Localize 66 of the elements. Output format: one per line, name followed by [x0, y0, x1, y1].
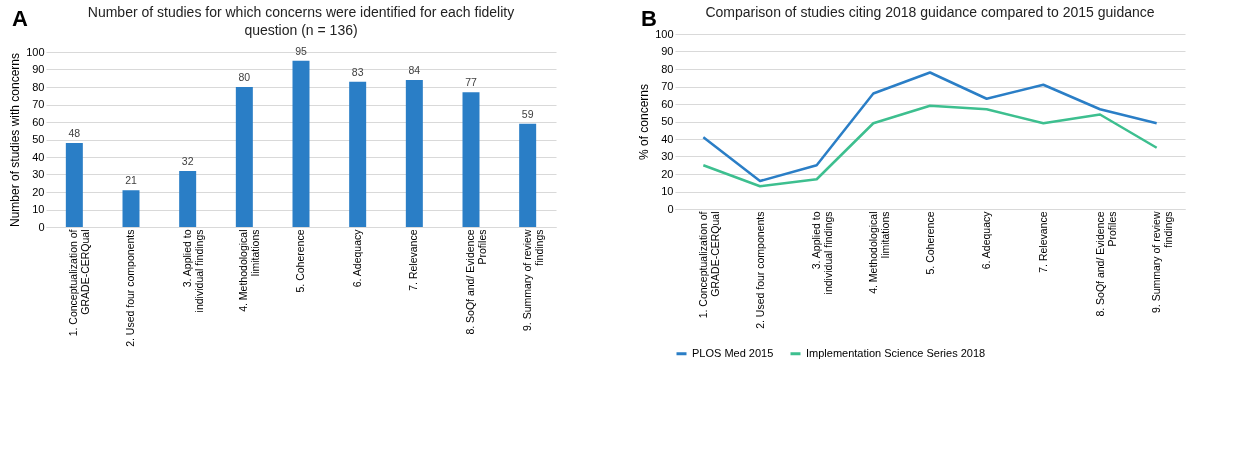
y-tick-label: 80	[32, 80, 45, 93]
y-tick-label: 0	[38, 220, 45, 233]
y-tick-label: 10	[32, 203, 45, 215]
data-label: 84	[408, 64, 421, 76]
y-axis-title: Number of studies with concerns	[8, 52, 23, 228]
y-tick-label: 50	[32, 133, 45, 145]
y-tick-label: 60	[661, 97, 674, 110]
text: A	[12, 6, 28, 32]
data-label: 95	[295, 44, 307, 57]
chart-title: Comparison of studies citing 2018 guidance compared to 2015 guidance	[705, 4, 1155, 20]
y-tick-label: 40	[661, 132, 674, 145]
y-tick-label: 0	[667, 202, 674, 215]
x-tick-label: 8. SoQf and/ Evidence Profiles	[464, 229, 488, 335]
data-label: 32	[181, 155, 194, 167]
bar	[405, 80, 423, 227]
y-tick-label: 70	[661, 80, 674, 92]
y-tick-label: 30	[661, 150, 674, 162]
data-label: 59	[521, 107, 534, 120]
y-tick-label: 90	[661, 45, 674, 57]
bar	[235, 87, 253, 227]
x-tick-label: 3. Applied to individual findings	[180, 229, 205, 313]
x-tick-label: 6. Adequacy	[350, 228, 363, 288]
y-tick-label: 20	[661, 167, 674, 180]
legend-label: PLOS Med 2015	[692, 346, 774, 359]
y-tick-label: 20	[32, 185, 45, 198]
x-tick-label: 9. Summary of review findings	[1150, 211, 1175, 314]
x-tick-label: 5. Coherence	[294, 229, 306, 293]
y-tick-label: 80	[661, 62, 674, 75]
x-tick-label: 2. Used four components	[124, 229, 136, 347]
bar	[349, 81, 367, 227]
y-tick-label: 40	[32, 150, 45, 163]
y-tick-label: 70	[32, 98, 45, 110]
line-series	[702, 71, 1158, 183]
x-tick-label: 6. Adequacy	[980, 210, 993, 270]
bar	[65, 143, 83, 227]
data-label: 48	[68, 127, 81, 139]
line-series	[702, 104, 1158, 188]
bar	[122, 190, 140, 227]
data-label: 83	[351, 65, 364, 78]
x-tick-label: 1. Conceptualization of GRADE-CERQual	[696, 211, 721, 319]
y-tick-label: 90	[32, 63, 45, 75]
y-tick-label: 100	[26, 45, 45, 58]
y-tick-label: 30	[32, 168, 45, 180]
x-tick-label: 3. Applied to individual findings	[810, 211, 835, 295]
x-tick-label: 5. Coherence	[923, 211, 936, 275]
x-tick-label: 8. SoQf and/ Evidence Profiles	[1093, 211, 1118, 317]
x-tick-label: 7. Relevance	[1036, 211, 1049, 273]
y-tick-label: 60	[32, 115, 45, 128]
bar	[519, 123, 537, 227]
chart-title: Number of studies for which concerns were identified for each fidelity question (n = 136)	[87, 4, 515, 38]
data-label: 80	[238, 71, 251, 83]
x-tick-label: 1. Conceptualization of GRADE-CERQual	[67, 229, 92, 337]
bar	[292, 60, 310, 227]
x-tick-label: 2. Used four components	[753, 211, 766, 329]
x-tick-label: 9. Summary of review findings	[520, 229, 545, 332]
text: B	[641, 6, 657, 31]
data-label: 77	[465, 76, 477, 89]
legend-label: Implementation Science Series 2018	[806, 346, 986, 359]
x-tick-label: 7. Relevance	[407, 229, 420, 291]
bar	[179, 171, 197, 227]
y-axis-title: % of concerns	[637, 83, 652, 161]
bar	[462, 92, 480, 227]
y-tick-label: 10	[661, 185, 674, 197]
data-label: 21	[125, 174, 137, 187]
y-tick-label: 100	[655, 27, 674, 40]
y-tick-label: 50	[661, 115, 674, 127]
